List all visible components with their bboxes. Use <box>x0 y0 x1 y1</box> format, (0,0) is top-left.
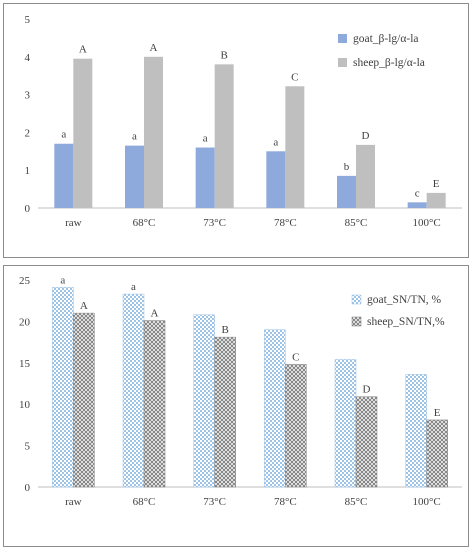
x-tick-label: 78°C <box>274 217 297 229</box>
legend-swatch <box>351 316 362 327</box>
data-label: D <box>363 384 371 396</box>
y-tick-label: 0 <box>25 482 31 494</box>
bar-sheep-sn-tn-1 <box>143 320 166 488</box>
legend-swatch <box>338 58 347 67</box>
bar-goat-sn-tn-1 <box>122 293 145 488</box>
bar-goat-lg-la-5 <box>407 202 427 208</box>
x-tick-label: 73°C <box>203 496 226 508</box>
legend-label: sheep_SN/TN,% <box>367 316 445 328</box>
legend-swatch <box>338 34 347 43</box>
data-label: B <box>221 324 228 336</box>
bar-goat-sn-tn-5 <box>405 374 427 488</box>
x-tick-label: 68°C <box>133 496 156 508</box>
y-tick-label: 5 <box>25 14 31 26</box>
data-label: a <box>60 274 65 286</box>
x-tick-label: raw <box>65 496 82 508</box>
data-label: b <box>344 161 350 173</box>
y-tick-label: 3 <box>25 90 31 102</box>
bar-sheep-sn-tn-3 <box>285 364 307 488</box>
y-tick-label: 5 <box>25 441 31 453</box>
x-tick-label: 85°C <box>345 496 368 508</box>
bar-goat-sn-tn-0 <box>52 287 74 488</box>
bar-goat-lg-la-0 <box>54 143 74 208</box>
bar-goat-sn-tn-4 <box>334 359 357 488</box>
bar-sheep-lg-la-5 <box>426 192 446 208</box>
legend-label: goat_β-lg/α-la <box>353 33 419 45</box>
y-tick-label: 25 <box>19 275 31 287</box>
data-label: A <box>151 308 159 320</box>
bar-sheep-sn-tn-5 <box>426 419 448 488</box>
data-label: a <box>132 131 137 143</box>
bar-goat-sn-tn-3 <box>264 329 286 488</box>
legend-swatch <box>351 294 362 305</box>
bar-goat-lg-la-2 <box>195 147 215 208</box>
bar-goat-sn-tn-2 <box>193 314 215 488</box>
bar-sheep-lg-la-2 <box>214 64 234 208</box>
bottom-bar-chart: 0 5 10 15 20 25 raw a A 68°C a A 73°C B 78°C C 85°C D 100°… <box>19 274 462 508</box>
bar-sheep-lg-la-1 <box>144 56 163 208</box>
chart-panel-top: 0 1 2 3 4 5 raw a A 68°C a A 73°C a B 78°C a C 85°C b D 100°C… <box>3 3 469 258</box>
bar-goat-lg-la-4 <box>337 175 356 208</box>
data-label: c <box>415 187 420 199</box>
x-tick-label: 100°C <box>413 217 441 229</box>
y-tick-label: 4 <box>25 52 31 64</box>
data-label: A <box>80 300 88 312</box>
legend-label: sheep_β-lg/α-la <box>353 57 425 69</box>
chart-panel-bottom: 0 5 10 15 20 25 raw a A 68°C a A 73°C B 78°C C 85°C D 100°… <box>3 265 469 547</box>
bar-goat-lg-la-3 <box>266 151 286 208</box>
data-label: a <box>273 136 278 148</box>
y-tick-label: 0 <box>25 203 31 215</box>
data-label: C <box>291 71 298 83</box>
data-label: a <box>131 281 136 293</box>
data-label: E <box>434 407 441 419</box>
bar-sheep-sn-tn-4 <box>355 396 378 488</box>
x-tick-label: 73°C <box>203 217 226 229</box>
x-tick-label: 85°C <box>345 217 368 229</box>
bar-sheep-sn-tn-0 <box>73 312 95 488</box>
bar-sheep-sn-tn-2 <box>214 336 236 488</box>
bar-sheep-lg-la-3 <box>285 86 305 208</box>
y-tick-label: 2 <box>25 127 31 139</box>
data-label: D <box>362 130 370 142</box>
x-tick-label: 100°C <box>413 496 441 508</box>
x-tick-label: 78°C <box>274 496 297 508</box>
bar-sheep-lg-la-4 <box>356 144 375 208</box>
y-tick-label: 15 <box>19 358 31 370</box>
x-tick-label: raw <box>65 217 82 229</box>
data-label: C <box>292 351 299 363</box>
data-label: B <box>220 49 227 61</box>
bar-sheep-lg-la-0 <box>73 58 93 208</box>
data-label: A <box>79 44 87 56</box>
y-tick-label: 1 <box>25 165 31 177</box>
data-label: A <box>150 42 158 54</box>
y-tick-label: 20 <box>19 316 31 328</box>
top-bar-chart: 0 1 2 3 4 5 raw a A 68°C a A 73°C a B 78°C a C 85°C b D 100°C… <box>25 14 462 229</box>
data-label: E <box>433 178 440 190</box>
x-tick-label: 68°C <box>133 217 156 229</box>
legend-label: goat_SN/TN, % <box>367 294 442 306</box>
data-label: a <box>203 133 208 145</box>
bar-goat-lg-la-1 <box>125 145 144 208</box>
y-tick-label: 10 <box>19 399 31 411</box>
data-label: a <box>61 129 66 141</box>
